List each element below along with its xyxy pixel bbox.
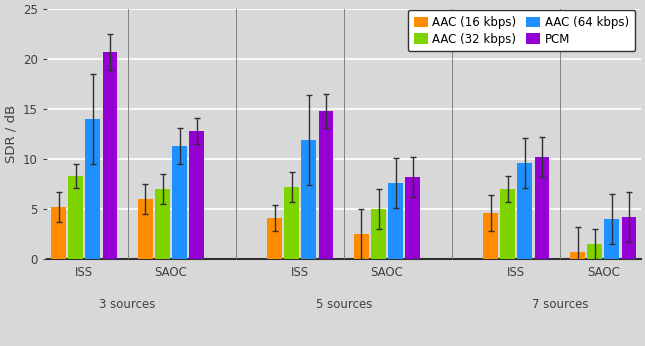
- Bar: [85, 119, 100, 259]
- Bar: [267, 218, 282, 259]
- Bar: [354, 234, 369, 259]
- Bar: [172, 146, 187, 259]
- Bar: [501, 189, 515, 259]
- Bar: [371, 209, 386, 259]
- Bar: [138, 199, 153, 259]
- Text: 5 sources: 5 sources: [315, 298, 372, 311]
- Bar: [301, 140, 316, 259]
- Bar: [319, 111, 333, 259]
- Bar: [103, 52, 117, 259]
- Bar: [483, 213, 498, 259]
- Bar: [535, 157, 550, 259]
- Bar: [622, 217, 637, 259]
- Bar: [604, 219, 619, 259]
- Bar: [587, 244, 602, 259]
- Text: 7 sources: 7 sources: [531, 298, 588, 311]
- Bar: [68, 176, 83, 259]
- Y-axis label: SDR / dB: SDR / dB: [4, 105, 17, 163]
- Bar: [570, 252, 585, 259]
- Bar: [388, 183, 403, 259]
- Legend: AAC (16 kbps), AAC (32 kbps), AAC (64 kbps), PCM: AAC (16 kbps), AAC (32 kbps), AAC (64 kb…: [408, 10, 635, 52]
- Bar: [406, 177, 421, 259]
- Bar: [155, 189, 170, 259]
- Bar: [284, 187, 299, 259]
- Bar: [517, 163, 532, 259]
- Text: 3 sources: 3 sources: [99, 298, 156, 311]
- Bar: [190, 131, 204, 259]
- Bar: [51, 207, 66, 259]
